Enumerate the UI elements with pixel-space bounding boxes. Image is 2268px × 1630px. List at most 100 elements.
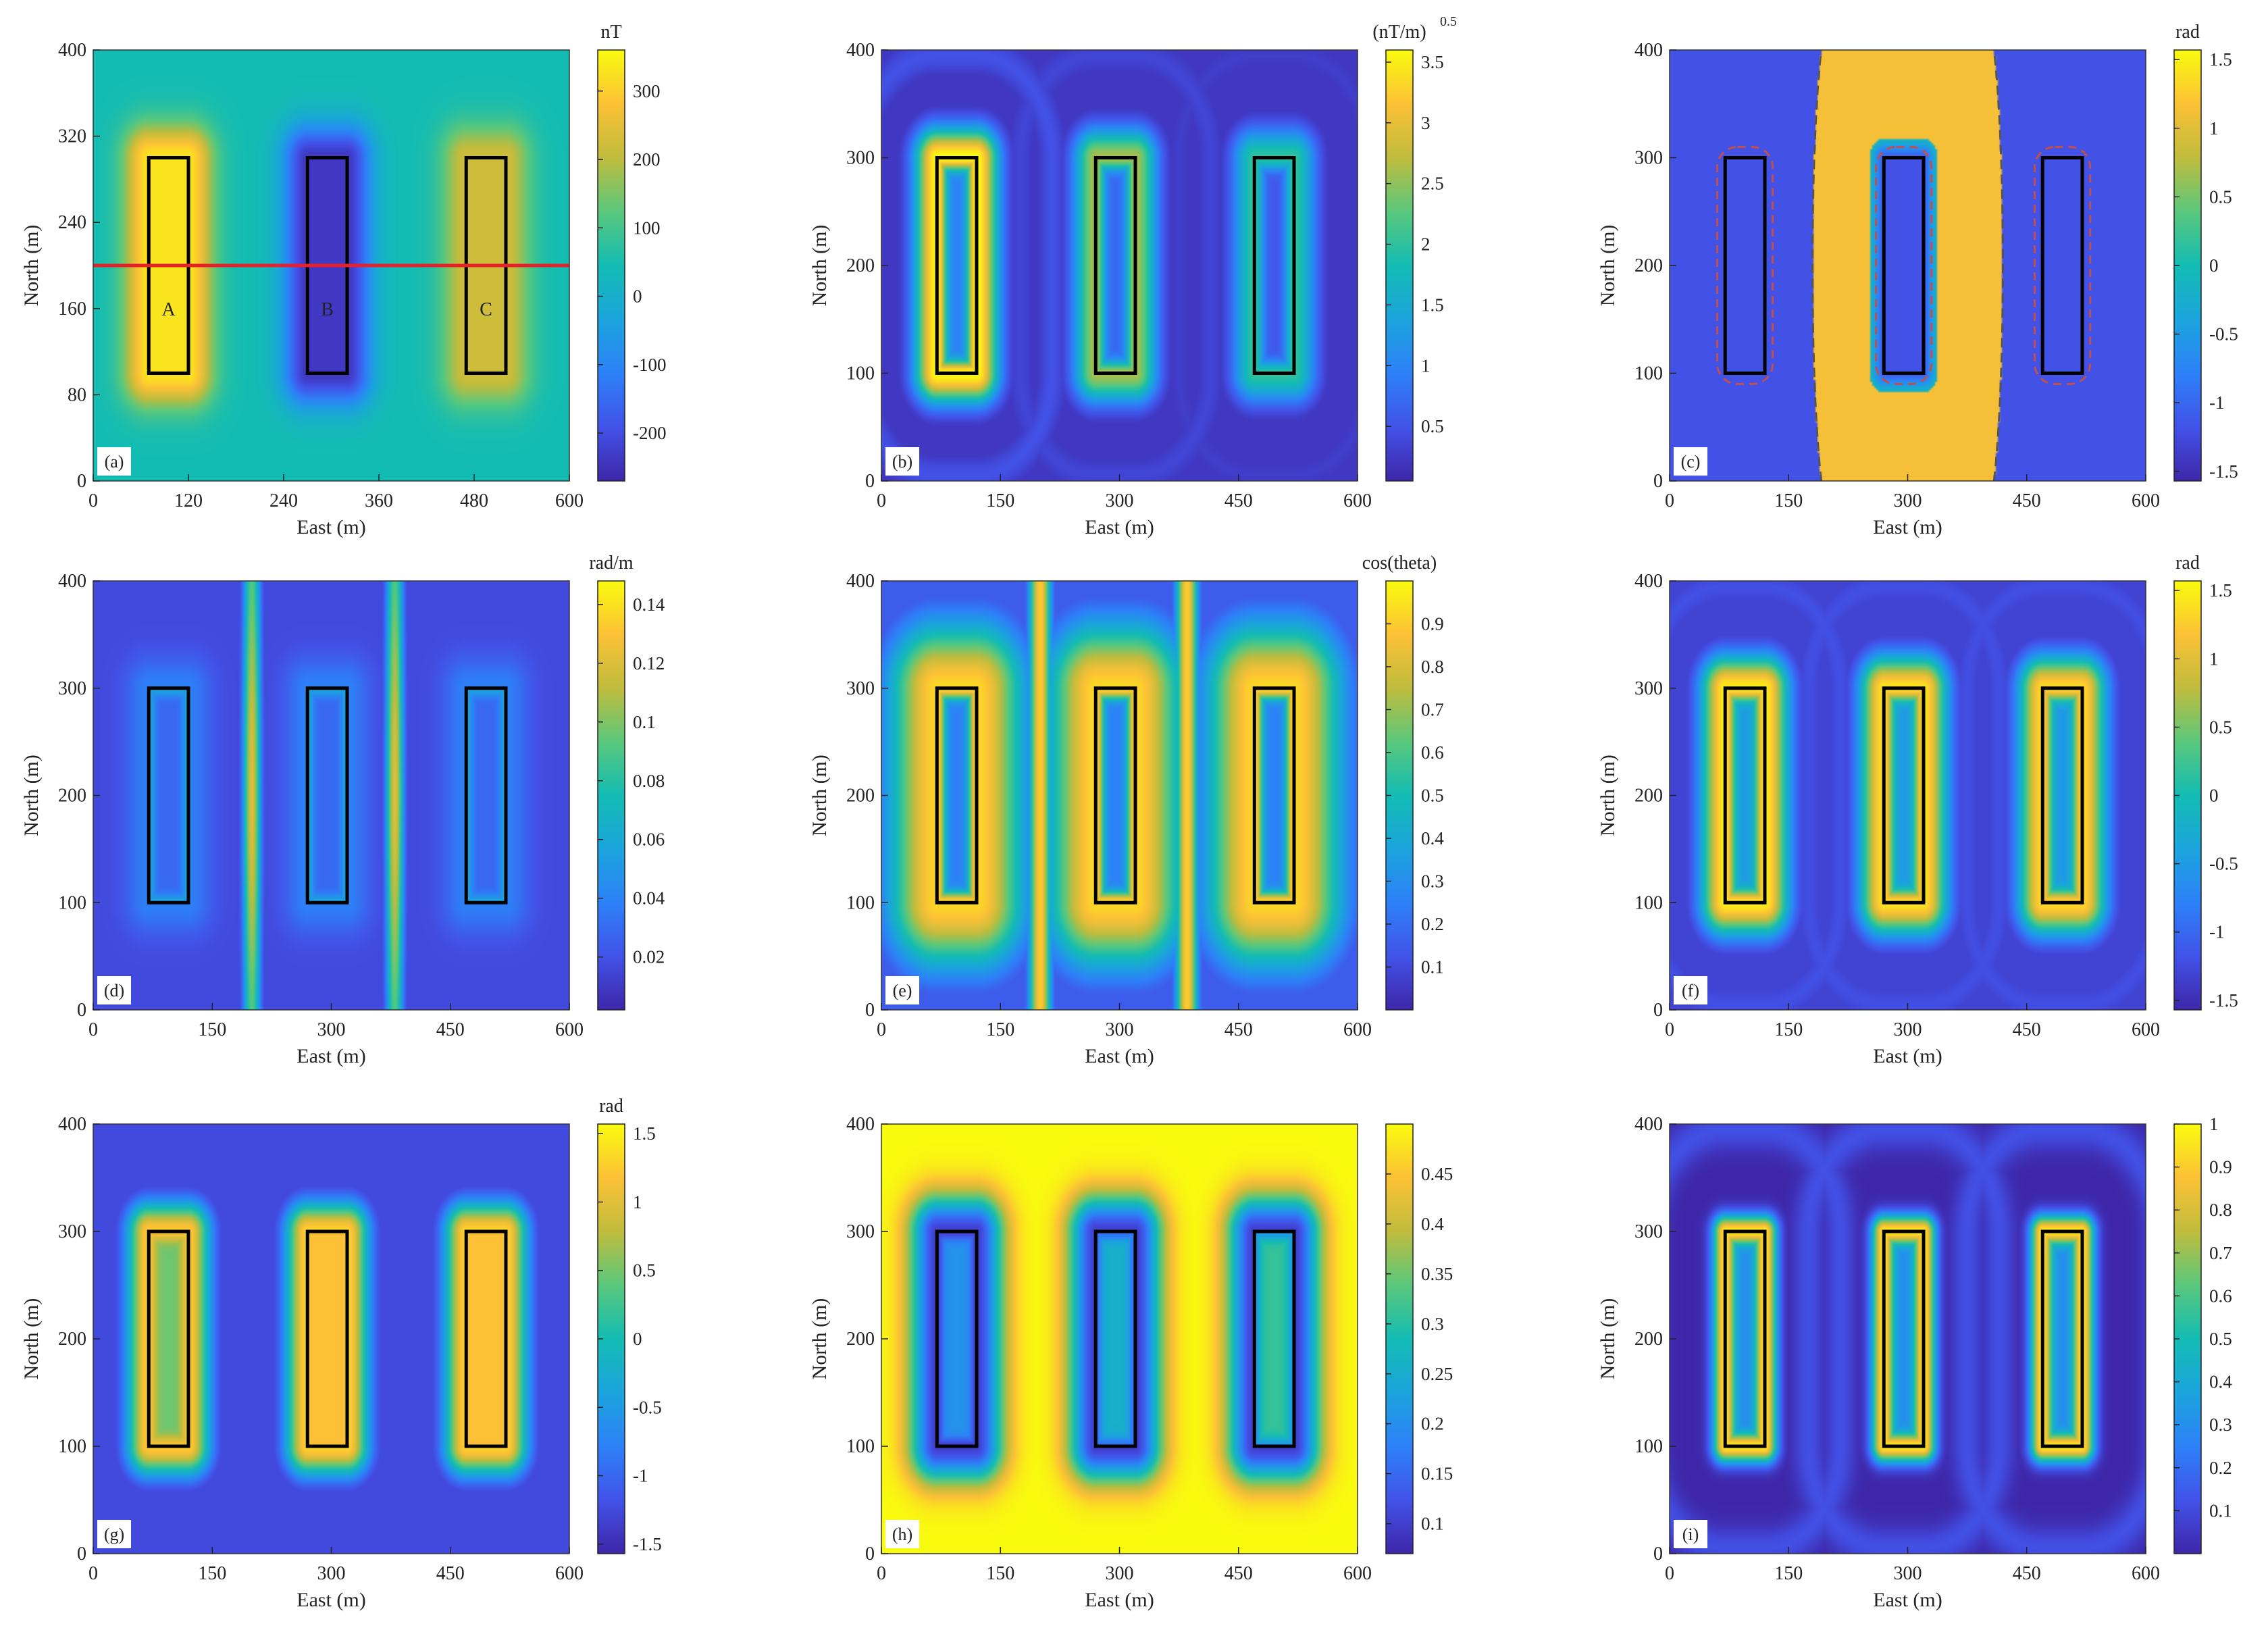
x-tick-label: 120 (174, 490, 203, 511)
colorbar-unit: rad (2175, 22, 2200, 43)
colorbar-tick-label: 0.06 (633, 830, 665, 850)
body-outline (1252, 156, 1296, 375)
x-tick-label: 0 (877, 1019, 886, 1040)
x-tick-label: 450 (1225, 490, 1253, 511)
colorbar-tick-label: 0.04 (633, 888, 665, 909)
x-tick-label: 300 (1894, 490, 1922, 511)
heatmap-image (881, 50, 1358, 481)
y-tick-label: 400 (846, 571, 875, 592)
x-tick-label: 600 (2132, 1563, 2160, 1584)
panel-label-box (885, 976, 919, 1004)
y-tick-label: 0 (1653, 1544, 1663, 1564)
x-tick-label: 450 (2013, 490, 2041, 511)
body-outline (147, 1229, 190, 1448)
colorbar-tick-label: 1.5 (2209, 580, 2232, 601)
colorbar-tick-label: 0.2 (2209, 1458, 2232, 1478)
colorbar-tick-label: 200 (633, 149, 661, 170)
x-axis-label: East (m) (1085, 1589, 1154, 1611)
colorbar (597, 580, 625, 1011)
panel-i: 0 150 300 450 600 0 100 200 300 400 East (m) North … (1597, 1114, 2232, 1611)
colorbar-tick-label: 0.35 (1421, 1264, 1453, 1284)
x-tick-label: 600 (2132, 490, 2160, 511)
x-tick-label: 0 (1665, 490, 1674, 511)
zero-contour (2034, 146, 2092, 385)
body-outline (1723, 156, 1767, 375)
x-tick-label: 0 (88, 1563, 98, 1584)
y-axis-label: North (m) (20, 755, 43, 836)
heatmap-image (93, 1124, 569, 1554)
x-tick-label: 600 (1343, 490, 1372, 511)
colorbar-tick-label: 0.8 (2209, 1200, 2232, 1220)
colorbar-tick-label: 1.5 (633, 1123, 656, 1144)
x-tick-label: 150 (198, 1563, 226, 1584)
y-tick-label: 300 (1634, 678, 1663, 699)
colorbar-tick-label: 0.3 (2209, 1415, 2232, 1435)
panel-label-box (1674, 1520, 1707, 1548)
zero-contour (1875, 146, 1933, 385)
colorbar-tick-label: -0.5 (2209, 854, 2238, 874)
x-tick-label: 240 (269, 490, 298, 511)
body-outline (464, 686, 508, 905)
y-tick-label: 400 (58, 40, 86, 61)
heatmap-image (1670, 1124, 2146, 1554)
y-tick-label: 300 (846, 148, 875, 169)
x-tick-label: 300 (1894, 1563, 1922, 1584)
y-tick-label: 240 (58, 212, 86, 233)
body-outline (1723, 686, 1767, 905)
colorbar-tick-label: -1 (633, 1466, 648, 1486)
x-tick-label: 600 (2132, 1019, 2160, 1040)
x-tick-label: 150 (198, 1019, 226, 1040)
colorbar-tick-label: 0.5 (2209, 1329, 2232, 1349)
y-tick-label: 160 (58, 299, 86, 320)
body-outline (1723, 1229, 1767, 1448)
heatmap-image (1670, 50, 2146, 481)
x-axis-label: East (m) (1873, 516, 1942, 538)
x-tick-label: 0 (88, 490, 98, 511)
y-axis-label: North (m) (808, 1298, 831, 1380)
y-tick-label: 0 (77, 471, 86, 492)
y-tick-label: 0 (865, 471, 875, 492)
y-tick-label: 100 (846, 1436, 875, 1457)
y-tick-label: 200 (58, 786, 86, 807)
colorbar-tick-label: 0.1 (1421, 957, 1444, 977)
heatmap-image (881, 1124, 1358, 1554)
x-axis-label: East (m) (297, 1045, 365, 1067)
y-tick-label: 0 (77, 1544, 86, 1564)
colorbar-tick-label: 1 (2209, 118, 2219, 138)
y-tick-label: 400 (58, 1114, 86, 1135)
colorbar-tick-label: 0 (2209, 255, 2219, 276)
colorbar-tick-label: 0.08 (633, 771, 665, 791)
x-tick-label: 300 (1106, 1019, 1134, 1040)
colorbar-tick-label: 0.5 (2209, 186, 2232, 207)
body-outline (1093, 156, 1137, 375)
colorbar-tick-label: 0 (633, 1329, 642, 1349)
panel-label-box (1674, 976, 1707, 1004)
colorbar-tick-label: 3 (1421, 113, 1431, 133)
colorbar-tick-label: 0.5 (1421, 786, 1444, 806)
colorbar-tick-label: 0.6 (1421, 742, 1444, 763)
colorbar-tick-label: 1 (2209, 1114, 2219, 1134)
x-tick-label: 450 (436, 1019, 465, 1040)
colorbar-tick-label: 0 (633, 286, 642, 307)
body-outline (305, 1229, 349, 1448)
x-tick-label: 300 (317, 1019, 346, 1040)
panel-d: 0 150 300 450 600 0 100 200 300 400 East (m) North … (20, 553, 665, 1067)
colorbar-tick-label: 0.15 (1421, 1464, 1453, 1484)
body-outline (147, 686, 190, 905)
x-tick-label: 600 (555, 490, 584, 511)
heatmap-image (1670, 581, 2146, 1010)
colorbar-tick-label: 0.5 (2209, 717, 2232, 737)
body-outline (1252, 1229, 1296, 1448)
colorbar-tick-label: 0.12 (633, 653, 665, 673)
panel-g: 0 150 300 450 600 0 100 200 300 400 East (m) North … (20, 1096, 662, 1611)
y-tick-label: 200 (58, 1329, 86, 1350)
body-outline (935, 156, 979, 375)
x-tick-label: 300 (317, 1563, 346, 1584)
colorbar-tick-label: 0.45 (1421, 1164, 1453, 1184)
colorbar-tick-label: -1 (2209, 922, 2225, 942)
y-tick-label: 300 (58, 1221, 86, 1242)
x-axis-label: East (m) (297, 516, 365, 538)
body-outline (1252, 686, 1296, 905)
colorbar-tick-label: 0.9 (1421, 614, 1444, 634)
panel-label: (g) (104, 1525, 124, 1544)
